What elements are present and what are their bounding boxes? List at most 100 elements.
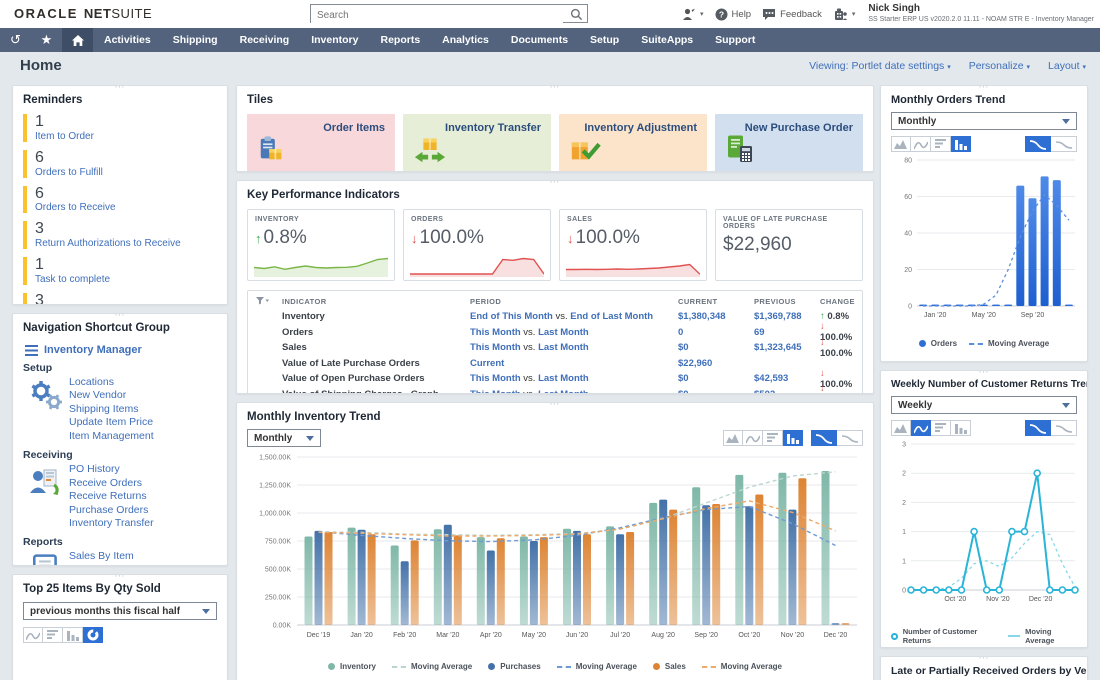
tile-order-items[interactable]: Order Items (247, 114, 395, 171)
search-icon[interactable] (570, 8, 583, 21)
chart-type-vbar-button[interactable] (63, 627, 83, 643)
kpi-row-period[interactable]: This Month vs. Last Month (470, 342, 589, 354)
chart-type-area-button[interactable] (891, 136, 911, 152)
role-menu-button[interactable]: ▾ (833, 7, 855, 21)
chart-type-area-button[interactable] (891, 420, 911, 436)
inventory-trend-period-select[interactable]: Monthly (247, 429, 321, 447)
orders-trend-period-select[interactable]: Monthly (891, 112, 1077, 130)
tile-new-purchase-order[interactable]: New Purchase Order (715, 114, 863, 171)
nav-item-receiving[interactable]: Receiving (239, 34, 290, 46)
chart-type-wave2-button[interactable] (1051, 420, 1077, 436)
shortcut-link[interactable]: Sales By Item (69, 550, 134, 563)
layout-menu[interactable]: Layout ▾ (1048, 60, 1086, 72)
reminder-item[interactable]: 3 Return Authorizations to Receive (23, 221, 217, 250)
reminder-link[interactable]: Orders to Receive (35, 202, 116, 214)
chart-type-area-button[interactable] (723, 430, 743, 446)
nav-item-support[interactable]: Support (715, 34, 756, 46)
shortcut-link[interactable]: Receive Orders (69, 476, 142, 489)
shortcut-link[interactable]: Inventory Transfer (69, 516, 154, 529)
reminder-item[interactable]: 1 Task to complete (23, 256, 217, 285)
top25-range-select[interactable]: previous months this fiscal half (23, 602, 217, 620)
nav-item-reports[interactable]: Reports (380, 34, 421, 46)
home-icon[interactable] (62, 28, 93, 52)
shortcuts-star-icon[interactable]: ★ (40, 32, 53, 47)
feedback-button[interactable]: Feedback (762, 8, 822, 21)
chart-type-vbar-button[interactable] (951, 420, 971, 436)
shortcut-link[interactable]: Locations (69, 376, 114, 388)
kpi-card[interactable]: ORDERS ↓ 100.0% (403, 209, 551, 281)
nav-item-shipping[interactable]: Shipping (172, 34, 218, 46)
reminder-item[interactable]: 1 Item to Order (23, 113, 217, 142)
tile-inventory-adjustment[interactable]: Inventory Adjustment (559, 114, 707, 171)
nav-item-activities[interactable]: Activities (104, 34, 151, 46)
reminder-item[interactable]: 6 Orders to Receive (23, 185, 217, 214)
chart-type-wave-button[interactable] (1025, 420, 1051, 436)
tile-inventory-transfer[interactable]: Inventory Transfer (403, 114, 551, 171)
kpi-row-period[interactable]: End of This Month vs. End of Last Month (470, 311, 654, 323)
shortcut-link[interactable]: SO Backorder (69, 564, 217, 565)
chart-type-wave-button[interactable] (811, 430, 837, 446)
kpi-table-row[interactable]: Inventory End of This Month vs. End of L… (248, 309, 862, 325)
reminder-link[interactable]: Orders to Fulfill (35, 166, 103, 178)
chart-type-wave-button[interactable] (1025, 136, 1051, 152)
chart-type-hbar-button[interactable] (763, 430, 783, 446)
kpi-table-row[interactable]: Value of Late Purchase Orders Current $2… (248, 356, 862, 372)
shortcut-link[interactable]: PO History (69, 463, 120, 476)
kpi-table-row[interactable]: Sales This Month vs. Last Month $0 $1,32… (248, 337, 862, 359)
returns-trend-period-select[interactable]: Weekly (891, 396, 1077, 414)
shortcut-link[interactable]: Receive Returns (69, 490, 147, 503)
reminder-link[interactable]: Item to Order (35, 130, 94, 142)
chart-type-hbar-button[interactable] (931, 420, 951, 436)
nav-item-suiteapps[interactable]: SuiteApps (641, 34, 694, 46)
shortcut-link[interactable]: Update Item Price (69, 416, 154, 429)
shortcut-link[interactable]: Purchase Orders (69, 503, 149, 516)
chart-type-line-button[interactable] (911, 136, 931, 152)
shortcut-link[interactable]: New Vendor (69, 389, 127, 402)
kpi-card[interactable]: INVENTORY ↑ 0.8% (247, 209, 395, 281)
nav-item-inventory[interactable]: Inventory (311, 34, 359, 46)
viewing-settings-menu[interactable]: Viewing: Portlet date settings ▾ (809, 60, 951, 72)
nav-item-setup[interactable]: Setup (590, 34, 620, 46)
chart-type-line-button[interactable] (911, 420, 931, 436)
reminder-item[interactable]: 6 Orders to Fulfill (23, 149, 217, 178)
recent-records-icon[interactable]: ↺ (10, 32, 21, 47)
chart-type-hbar-button[interactable] (931, 136, 951, 152)
search-input[interactable] (311, 7, 563, 24)
kpi-row-previous[interactable]: $1,369,788 (754, 311, 802, 323)
filter-icon[interactable] (256, 297, 269, 305)
kpi-row-period[interactable]: Current (470, 357, 505, 369)
nav-item-analytics[interactable]: Analytics (442, 34, 489, 46)
shortcut-link[interactable]: Item Management (69, 429, 154, 442)
nav-item-documents[interactable]: Documents (510, 34, 569, 46)
chart-type-hbar-button[interactable] (43, 627, 63, 643)
reminder-link[interactable]: Task to complete (35, 273, 111, 285)
kpi-row-current[interactable]: 0 (678, 326, 684, 338)
kpi-table-row[interactable]: Value of Shipping Charges - Graph This M… (248, 383, 862, 393)
kpi-table-row[interactable]: Value of Open Purchase Orders This Month… (248, 368, 862, 390)
kpi-card[interactable]: VALUE OF LATE PURCHASE ORDERS $22,960 (715, 209, 863, 281)
kpi-row-period[interactable]: This Month vs. Last Month (470, 326, 589, 338)
help-button[interactable]: ? Help (715, 8, 751, 21)
quick-add-button[interactable]: ▾ (682, 8, 704, 21)
kpi-row-previous[interactable]: 69 (754, 326, 765, 338)
shortcut-link[interactable]: Shipping Items (69, 402, 139, 415)
chart-type-line-button[interactable] (23, 627, 43, 643)
chart-type-line-button[interactable] (743, 430, 763, 446)
kpi-row-previous[interactable]: $1,323,645 (754, 342, 802, 354)
chart-type-donut-button[interactable] (83, 627, 103, 643)
kpi-row-current[interactable]: $0 (678, 389, 754, 393)
kpi-row-period[interactable]: This Month vs. Last Month (470, 389, 678, 393)
chart-type-vbar-button[interactable] (783, 430, 803, 446)
user-info[interactable]: Nick Singh SS Starter ERP US v2020.2.0 1… (868, 3, 1094, 24)
shortcut-manager-link[interactable]: Inventory Manager (25, 344, 217, 356)
kpi-row-current[interactable]: $22,960 (678, 357, 713, 369)
chart-type-vbar-button[interactable] (951, 136, 971, 152)
kpi-card[interactable]: SALES ↓ 100.0% (559, 209, 707, 281)
kpi-row-previous[interactable]: $502 (754, 389, 820, 393)
kpi-row-current[interactable]: $0 (678, 373, 689, 385)
kpi-row-period[interactable]: This Month vs. Last Month (470, 373, 589, 385)
chart-type-wave2-button[interactable] (1051, 136, 1077, 152)
kpi-row-current[interactable]: $1,380,348 (678, 311, 726, 323)
personalize-menu[interactable]: Personalize ▾ (968, 60, 1031, 72)
reminder-link[interactable]: Return Authorizations to Receive (35, 238, 181, 250)
